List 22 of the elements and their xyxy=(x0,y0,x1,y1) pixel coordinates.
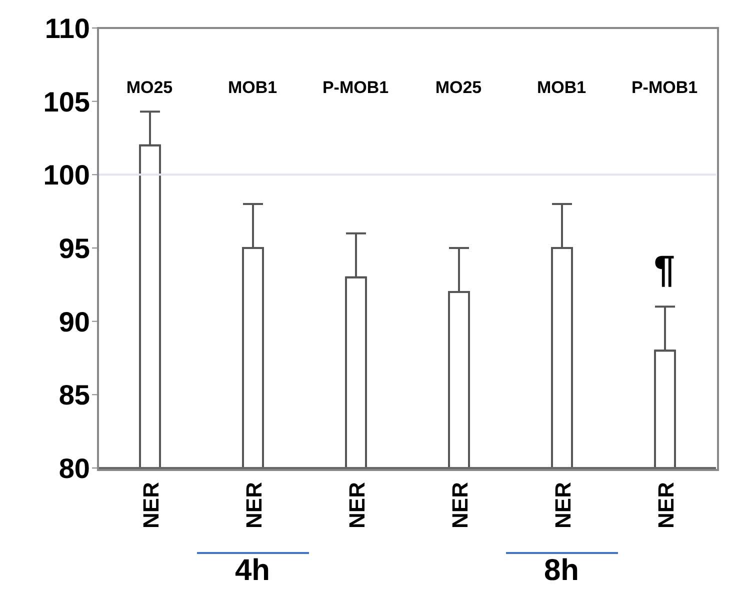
x-tick-label: NER xyxy=(344,482,370,528)
y-tick-label: 90 xyxy=(58,306,90,338)
x-tick-label: NER xyxy=(138,482,164,528)
x-tick-label: NER xyxy=(242,482,266,528)
group-label: 4h xyxy=(196,552,308,588)
y-tick-label: 85 xyxy=(58,380,90,411)
annotation: MOB1 xyxy=(226,78,278,98)
y-tick-label: 105 xyxy=(43,86,90,118)
annotation: MOB1 xyxy=(536,78,588,98)
annotation: MO25 xyxy=(434,78,483,98)
annotation: MO25 xyxy=(125,78,174,98)
annotation: P-MOB1 xyxy=(321,78,390,98)
x-tick-label: NER xyxy=(448,482,472,528)
annotation: ¶ xyxy=(652,248,676,292)
annotation: P-MOB1 xyxy=(630,78,699,98)
y-tick-label: 80 xyxy=(58,452,90,484)
x-tick-label: NER xyxy=(550,482,576,528)
x-tick-label: NER xyxy=(654,482,678,528)
group-label: 8h xyxy=(506,552,618,588)
y-tick-label: 110 xyxy=(44,12,90,44)
y-tick-label: 100 xyxy=(43,160,90,191)
y-tick-label: 95 xyxy=(58,232,90,264)
